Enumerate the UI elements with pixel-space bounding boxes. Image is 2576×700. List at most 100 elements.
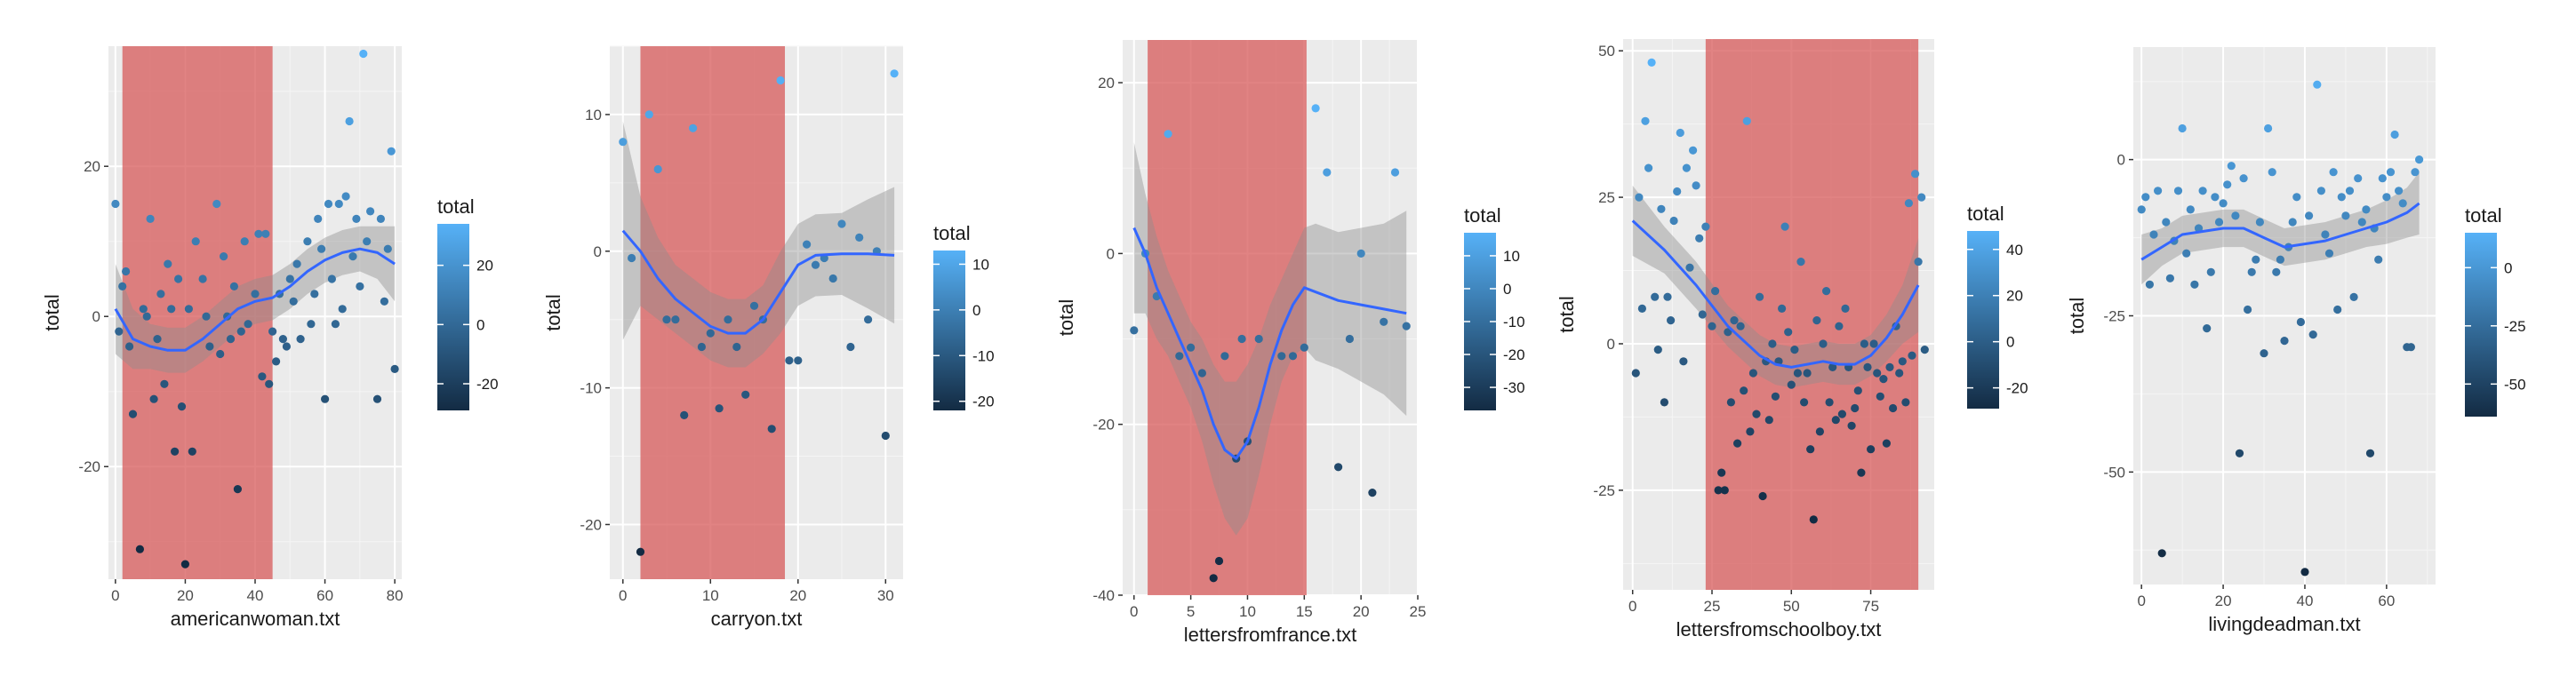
data-point <box>636 547 645 556</box>
data-point <box>1311 104 1320 113</box>
legend-tick-label: 40 <box>2006 242 2023 259</box>
data-point <box>671 315 680 324</box>
data-point <box>1831 416 1840 425</box>
data-point <box>1889 403 1898 413</box>
chart-panel-4: -25 0 25 50 0 25 50 75 lettersfromschoolboy.txt t… <box>1556 39 2028 640</box>
x-tick-label: 10 <box>1239 603 1256 620</box>
data-point <box>1825 398 1834 407</box>
x-tick-label: 60 <box>316 587 333 604</box>
data-point <box>689 123 698 132</box>
x-tick-label: 50 <box>1783 598 1800 615</box>
data-point <box>1841 304 1850 313</box>
data-point <box>251 290 260 298</box>
data-point <box>1746 427 1755 436</box>
data-point <box>1911 170 1920 179</box>
legend: total -20 0 20 40 <box>1967 203 2028 409</box>
data-point <box>1356 249 1365 258</box>
data-point <box>1187 343 1196 352</box>
data-point <box>1793 369 1802 378</box>
data-point <box>776 76 785 85</box>
x-tick-label: 0 <box>2137 593 2145 609</box>
data-point <box>1736 322 1745 330</box>
data-point <box>1764 416 1773 425</box>
legend-tick-label: -20 <box>972 394 995 410</box>
y-tick-label: 0 <box>2117 152 2125 169</box>
smooth-line <box>621 229 895 335</box>
x-axis-title: livingdeadman.txt <box>2208 613 2360 635</box>
legend-tick-label: 10 <box>1503 248 1520 265</box>
data-point <box>1879 375 1888 384</box>
x-axis-title: carryon.txt <box>711 608 803 630</box>
legend: total -50 -25 0 <box>2465 204 2526 417</box>
data-point <box>2211 193 2220 202</box>
data-point <box>2406 343 2415 352</box>
data-point <box>1867 445 1876 454</box>
data-point <box>216 349 225 359</box>
legend-colorbar <box>1967 231 1999 409</box>
x-tick-label: 40 <box>247 587 264 604</box>
x-axis-title: lettersfromfrance.txt <box>1184 624 1356 646</box>
data-point <box>307 320 316 329</box>
data-point <box>1898 357 1907 366</box>
data-point <box>1711 287 1720 296</box>
data-point <box>2141 193 2150 202</box>
data-point <box>1368 489 1377 497</box>
data-point <box>160 379 169 388</box>
data-point <box>2349 292 2358 301</box>
data-point <box>1768 339 1777 348</box>
x-tick-label: 20 <box>2215 593 2232 609</box>
data-point <box>855 233 864 242</box>
data-point <box>2198 187 2207 195</box>
data-point <box>1851 403 1860 413</box>
data-point <box>282 342 291 351</box>
data-point <box>240 237 249 246</box>
data-point <box>2305 211 2314 220</box>
x-tick-label: 5 <box>1187 603 1195 620</box>
data-point <box>2341 211 2350 220</box>
data-point <box>794 356 803 365</box>
data-point <box>171 447 180 456</box>
data-point <box>1254 334 1263 344</box>
data-point <box>715 404 724 413</box>
data-point <box>1669 216 1678 226</box>
data-point <box>2337 193 2346 202</box>
data-point <box>244 320 252 329</box>
data-point <box>1784 328 1793 337</box>
data-point <box>1876 392 1884 401</box>
confidence-band <box>2141 171 2420 285</box>
data-point <box>278 335 287 344</box>
data-point <box>265 379 274 388</box>
data-point <box>2247 267 2256 276</box>
data-point <box>1812 316 1821 325</box>
data-point <box>1164 130 1172 139</box>
data-point <box>310 290 319 298</box>
data-point <box>2324 249 2334 258</box>
y-axis-title: total <box>1055 299 1077 337</box>
data-point <box>1780 222 1789 231</box>
data-point <box>706 329 715 338</box>
x-tick-label: 20 <box>1353 603 1370 620</box>
legend-colorbar <box>437 224 469 410</box>
data-point <box>2244 305 2252 314</box>
legend-tick-label: -25 <box>2504 318 2526 335</box>
data-point <box>303 237 312 246</box>
data-point <box>1663 292 1672 301</box>
data-point <box>680 410 689 419</box>
data-point <box>1323 168 1332 177</box>
data-point <box>1720 486 1729 495</box>
y-tick-label: -50 <box>2103 464 2125 481</box>
data-point <box>1800 398 1809 407</box>
data-point <box>115 327 124 336</box>
x-tick-label: 0 <box>111 587 119 604</box>
data-point <box>164 259 172 268</box>
data-point <box>363 237 372 246</box>
data-point <box>1863 362 1872 371</box>
data-point <box>2235 449 2244 457</box>
x-axis-title: lettersfromschoolboy.txt <box>1676 618 1882 640</box>
data-point <box>1380 317 1388 326</box>
y-tick-label: 20 <box>1098 75 1115 91</box>
data-point <box>268 327 277 336</box>
data-point <box>2223 180 2232 189</box>
y-tick-label: 0 <box>1607 336 1615 353</box>
